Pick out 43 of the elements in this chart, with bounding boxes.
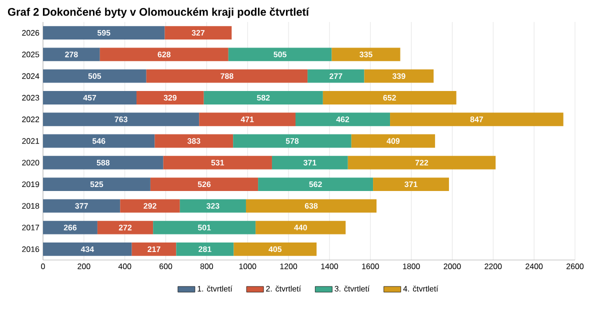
bar — [176, 242, 234, 256]
bar — [43, 199, 120, 213]
bar — [364, 69, 434, 83]
bar — [373, 178, 449, 191]
bar — [204, 91, 323, 104]
bar — [43, 26, 165, 40]
bar — [163, 156, 272, 170]
bar — [322, 91, 456, 104]
bar — [258, 178, 374, 191]
bar — [351, 134, 436, 148]
bar — [146, 69, 308, 83]
bar — [154, 134, 234, 148]
bar — [43, 156, 164, 170]
bar — [348, 156, 496, 170]
bar — [43, 134, 155, 148]
bar — [43, 220, 98, 234]
bar — [199, 112, 296, 126]
bar — [43, 242, 132, 256]
bar — [43, 178, 150, 191]
bar — [150, 178, 258, 191]
bar — [228, 48, 332, 62]
bar — [153, 220, 256, 234]
bar — [100, 48, 228, 62]
bar — [43, 48, 100, 62]
bar — [43, 91, 137, 104]
bar — [43, 69, 146, 83]
bar — [256, 220, 346, 234]
bar — [43, 112, 200, 126]
bar — [97, 220, 154, 234]
bar — [296, 112, 390, 126]
bar — [136, 91, 204, 104]
bar — [308, 69, 364, 83]
bar — [233, 134, 352, 148]
bar — [272, 156, 348, 170]
bar — [234, 242, 317, 256]
bar — [332, 48, 400, 62]
chart-title: Graf 2 Dokončené byty v Olomouckém kraji podle čtvrtletí — [8, 8, 310, 18]
bar — [120, 199, 180, 213]
bar — [132, 242, 176, 256]
bar — [390, 112, 564, 126]
bar — [180, 199, 246, 213]
bar — [164, 26, 232, 40]
bar — [246, 199, 377, 213]
